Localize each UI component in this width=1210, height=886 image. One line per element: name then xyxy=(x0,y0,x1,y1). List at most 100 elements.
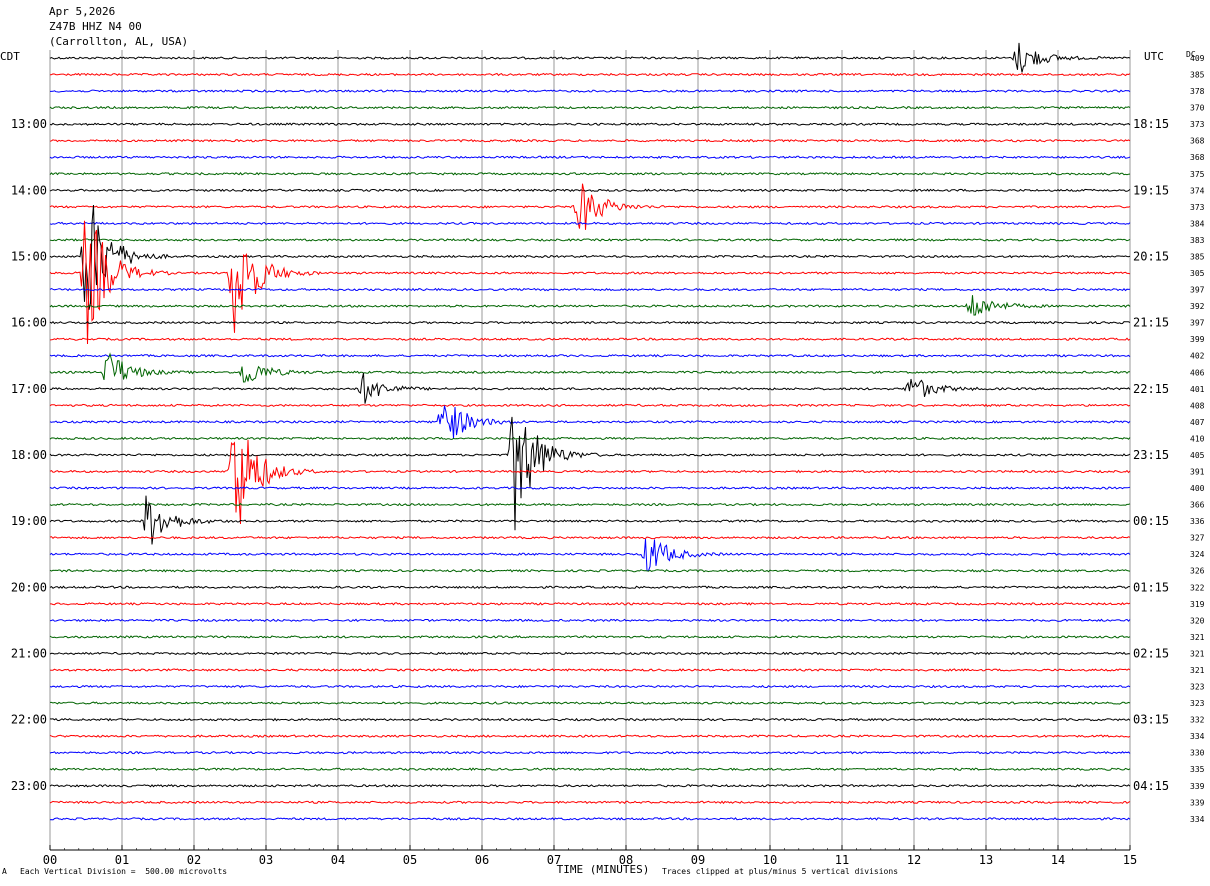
dc-offset-label: 375 xyxy=(1190,170,1205,179)
seismic-trace xyxy=(49,320,1131,325)
utc-time-label: 18:15 xyxy=(1133,117,1169,131)
dc-offset-label: 327 xyxy=(1190,534,1205,543)
dc-offset-label: 397 xyxy=(1190,286,1205,295)
cdt-time-label: 23:00 xyxy=(11,779,47,793)
utc-time-label: 01:15 xyxy=(1133,580,1169,594)
dc-offset-label: 392 xyxy=(1190,302,1205,311)
x-tick-label: 12 xyxy=(907,853,921,867)
seismic-trace xyxy=(49,817,1131,821)
dc-offset-label: 384 xyxy=(1190,219,1205,228)
cdt-time-label: 21:00 xyxy=(11,646,47,660)
dc-offset-label: 336 xyxy=(1190,517,1205,526)
x-tick-label: 01 xyxy=(115,853,129,867)
seismic-trace xyxy=(49,800,1131,805)
seismic-trace xyxy=(49,372,1131,404)
dc-offset-label: 402 xyxy=(1190,352,1205,361)
x-tick-label: 14 xyxy=(1051,853,1065,867)
cdt-time-label: 16:00 xyxy=(11,316,47,330)
dc-offset-label: 383 xyxy=(1190,236,1205,245)
dc-offset-label: 339 xyxy=(1190,782,1205,791)
dc-offset-label: 330 xyxy=(1190,749,1205,758)
cdt-time-label: 15:00 xyxy=(11,249,47,263)
seismic-trace xyxy=(49,495,1131,545)
utc-time-label: 03:15 xyxy=(1133,713,1169,727)
seismic-trace xyxy=(49,436,1131,441)
dc-offset-label: 410 xyxy=(1190,434,1205,443)
seismic-trace xyxy=(50,701,1131,705)
seismic-trace xyxy=(49,416,1131,531)
seismic-trace xyxy=(49,538,1131,572)
seismic-trace xyxy=(49,221,1131,226)
dc-offset-label: 407 xyxy=(1190,418,1205,427)
seismic-trace xyxy=(49,138,1131,143)
x-tick-label: 05 xyxy=(403,853,417,867)
seismic-trace xyxy=(49,238,1131,242)
dc-offset-label: 324 xyxy=(1190,550,1205,559)
dc-offset-label: 321 xyxy=(1190,649,1205,658)
x-tick-label: 15 xyxy=(1123,853,1137,867)
cdt-time-label: 22:00 xyxy=(11,713,47,727)
seismic-trace xyxy=(49,105,1131,110)
dc-offset-label: 406 xyxy=(1190,368,1205,377)
station-location: (Carrollton, AL, USA) xyxy=(49,35,189,48)
seismic-trace xyxy=(49,287,1131,292)
seismic-trace xyxy=(49,352,1130,383)
grid-lines xyxy=(49,50,1131,851)
x-tick-label: 11 xyxy=(835,853,849,867)
x-tick-label: 09 xyxy=(691,853,705,867)
corner-mark: A xyxy=(2,867,7,876)
seismic-trace xyxy=(49,403,1131,407)
seismic-trace xyxy=(49,486,1131,490)
x-tick-label: 06 xyxy=(475,853,489,867)
dc-offset-label: 320 xyxy=(1190,616,1205,625)
dc-offset-label: 323 xyxy=(1190,683,1205,692)
cdt-time-label: 19:00 xyxy=(11,514,47,528)
dc-offset-label: 397 xyxy=(1190,319,1205,328)
cdt-time-label: 18:00 xyxy=(11,448,47,462)
dc-offset-label: 385 xyxy=(1190,71,1205,80)
seismic-trace xyxy=(49,651,1131,656)
dc-offset-label: 400 xyxy=(1190,484,1205,493)
dc-offset-label: 409 xyxy=(1190,54,1205,63)
x-axis-title: TIME (MINUTES) xyxy=(557,863,650,876)
dc-offset-label: 373 xyxy=(1190,120,1205,129)
seismic-trace xyxy=(49,204,1131,310)
cdt-axis-title: CDT xyxy=(0,50,20,63)
seismic-trace xyxy=(49,635,1131,639)
x-tick-label: 02 xyxy=(187,853,201,867)
seismic-trace xyxy=(49,220,1131,345)
seismic-trace xyxy=(49,295,1131,316)
x-tick-label: 08 xyxy=(619,853,633,867)
seismic-trace xyxy=(49,502,1131,507)
seismic-trace xyxy=(49,784,1131,788)
dc-offset-label: 339 xyxy=(1190,798,1205,807)
cdt-time-label: 13:00 xyxy=(11,117,47,131)
cdt-time-label: 20:00 xyxy=(11,580,47,594)
utc-time-label: 23:15 xyxy=(1133,448,1169,462)
seismic-trace xyxy=(49,569,1131,573)
seismic-trace xyxy=(49,618,1131,623)
dc-offset-label: 334 xyxy=(1190,815,1205,824)
dc-offset-label: 399 xyxy=(1190,335,1205,344)
utc-time-label: 02:15 xyxy=(1133,646,1169,660)
dc-offset-label: 378 xyxy=(1190,87,1205,96)
record-date: Apr 5,2026 xyxy=(49,5,116,18)
seismic-trace xyxy=(49,337,1131,341)
seismic-trace xyxy=(49,353,1131,358)
cdt-time-label: 14:00 xyxy=(11,183,47,197)
utc-time-label: 19:15 xyxy=(1133,183,1169,197)
x-tick-label: 00 xyxy=(43,853,57,867)
dc-offset-label: 374 xyxy=(1190,186,1205,195)
seismic-trace xyxy=(49,183,1131,230)
dc-offset-label: 408 xyxy=(1190,401,1205,410)
seismic-trace xyxy=(49,535,1131,540)
cdt-time-label: 17:00 xyxy=(11,382,47,396)
dc-offset-label: 326 xyxy=(1190,567,1205,576)
clip-note: Traces clipped at plus/minus 5 vertical … xyxy=(662,867,899,876)
seismic-trace xyxy=(49,155,1131,159)
x-tick-label: 07 xyxy=(547,853,561,867)
x-tick-label: 04 xyxy=(331,853,345,867)
dc-offset-label: 323 xyxy=(1190,699,1205,708)
seismic-trace xyxy=(49,585,1130,590)
